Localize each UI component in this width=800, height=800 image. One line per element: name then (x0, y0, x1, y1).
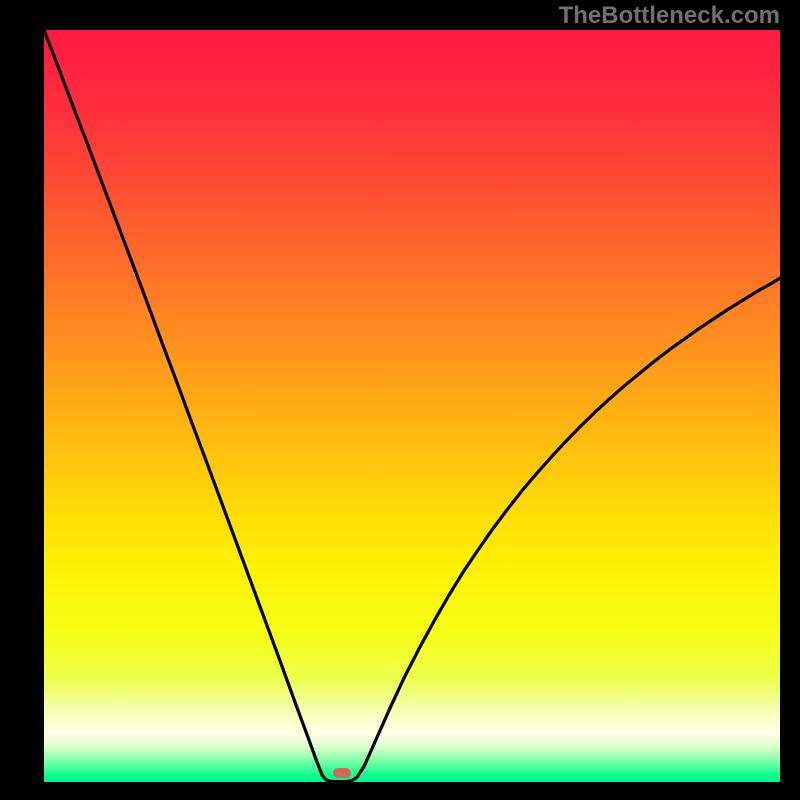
plot-area (44, 30, 780, 782)
optimum-marker (333, 768, 351, 779)
bottleneck-curve (44, 30, 780, 782)
curve-layer (44, 30, 780, 782)
chart-container: TheBottleneck.com (0, 0, 800, 800)
watermark-text: TheBottleneck.com (559, 2, 780, 30)
